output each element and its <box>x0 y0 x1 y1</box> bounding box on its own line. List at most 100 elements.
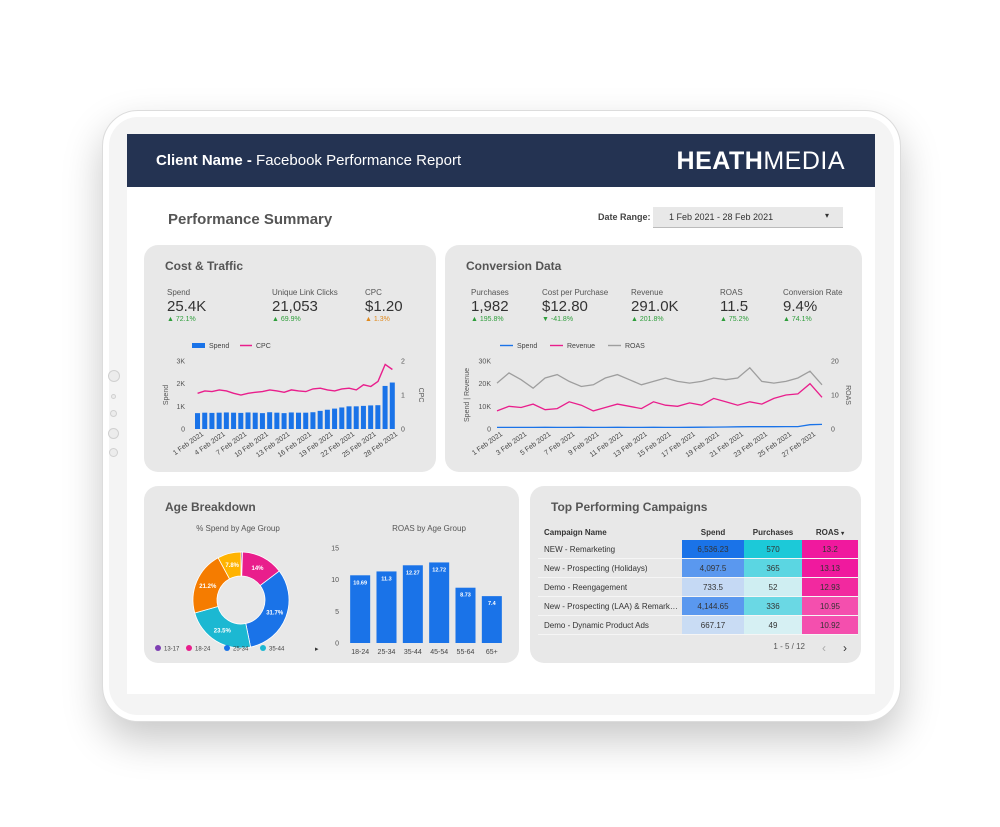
kpi-delta-value: 72.1% <box>175 316 196 323</box>
y2-axis-label: ROAS <box>844 385 851 405</box>
campaigns-table: Campaign Name Spend Purchases ROAS ▾ NEW… <box>538 524 858 635</box>
table-row[interactable]: NEW - Remarketing 6,536.23 570 13.2 <box>538 540 858 559</box>
heath-media-logo: HEATHMEDIA <box>677 147 845 176</box>
kpi-delta: ▲ 74.1% <box>783 316 812 323</box>
kpi-conversion-rate: Conversion Rate 9.4% ▲ 74.1% <box>783 288 843 323</box>
chevron-left-icon[interactable]: ‹ <box>822 641 826 655</box>
kpi-label: Revenue <box>631 288 664 297</box>
roas-header-label: ROAS <box>815 527 839 537</box>
bar-value-label: 11.3 <box>381 576 391 582</box>
donut-slice <box>245 570 290 648</box>
kpi-delta: ▲ 69.9% <box>272 316 301 323</box>
kpi-value: 9.4% <box>783 298 818 315</box>
campaign-name: Demo - Dynamic Product Ads <box>538 615 682 635</box>
bar-chart-title: ROAS by Age Group <box>392 524 466 533</box>
legend-label: 25-34 <box>233 647 249 653</box>
spend-bar <box>339 407 345 429</box>
y-tick-label: 0 <box>335 641 339 648</box>
roas-cell: 10.92 <box>802 615 858 635</box>
table-row[interactable]: New - Prospecting (LAA) & Remarketing 4,… <box>538 596 858 616</box>
column-header-purchases[interactable]: Purchases <box>752 527 794 537</box>
y2-tick-label: 2 <box>401 359 405 366</box>
tablet-side-button <box>108 428 119 439</box>
conversion-chart: Spend Revenue ROAS 0 10K 20K 30K 0 10 20 Spend | R… <box>464 343 851 459</box>
tablet-side-button <box>111 394 116 399</box>
card-title: Conversion Data <box>466 259 562 273</box>
spend-cell: 4,097.5 <box>682 558 744 578</box>
y-tick-label: 30K <box>479 359 492 366</box>
kpi-value: 11.5 <box>720 298 749 315</box>
kpi-label: Cost per Purchase <box>542 288 609 297</box>
donut-slice <box>194 606 252 649</box>
kpi-delta-value: 69.9% <box>280 316 301 323</box>
y-tick-label: 0 <box>181 427 185 434</box>
y-tick-label: 10 <box>331 577 339 584</box>
legend-label-cpc: CPC <box>256 343 271 350</box>
purchases-cell: 336 <box>744 596 802 616</box>
spend-bar <box>274 412 280 429</box>
y-tick-label: 10K <box>479 404 492 411</box>
campaign-name: New - Prospecting (LAA) & Remarketing <box>538 596 682 616</box>
spend-bar <box>382 385 388 429</box>
roas-cell: 10.95 <box>802 596 858 616</box>
performance-summary-title: Performance Summary <box>168 211 333 228</box>
kpi-cost-per-purchase: Cost per Purchase $12.80 ▼ -41.8% <box>542 288 608 323</box>
roas-cell: 13.2 <box>802 540 858 559</box>
legend-label: Revenue <box>567 343 595 350</box>
campaign-name: New - Prospecting (Holidays) <box>538 558 682 578</box>
chevron-right-icon[interactable]: › <box>843 641 847 655</box>
legend-more-icon: ▸ <box>315 646 319 653</box>
donut-slice-label: 21.2% <box>199 584 217 590</box>
card-title: Top Performing Campaigns <box>551 500 708 514</box>
spend-bar <box>353 406 359 429</box>
spend-bar <box>209 412 215 429</box>
logo-light: MEDIA <box>763 147 845 175</box>
roas-age-bar <box>481 596 502 643</box>
date-range-dropdown[interactable]: 1 Feb 2021 - 28 Feb 2021 ▾ <box>653 207 843 228</box>
spend-line <box>497 423 823 429</box>
legend-label: 13-17 <box>164 647 180 653</box>
roas-cell: 12.93 <box>802 577 858 597</box>
spend-bar <box>202 412 208 429</box>
spend-bar <box>252 412 258 429</box>
spend-bar <box>303 412 309 429</box>
column-header-roas[interactable]: ROAS ▾ <box>802 524 858 540</box>
kpi-value: 291.0K <box>631 298 679 315</box>
purchases-cell: 570 <box>744 540 802 559</box>
age-breakdown-card: Age Breakdown % Spend by Age Group 14% 31.… <box>144 486 519 663</box>
purchases-cell: 49 <box>744 615 802 635</box>
bar-value-label: 12.27 <box>406 570 420 576</box>
kpi-value: $1.20 <box>365 298 403 315</box>
tablet-side-button <box>110 410 117 417</box>
campaign-name: Demo - Reengagement <box>538 577 682 597</box>
kpi-revenue: Revenue 291.0K ▲ 201.8% <box>631 288 679 323</box>
date-range-label: Date Range: <box>598 212 651 222</box>
pagination-label: 1 - 5 / 12 <box>773 642 805 651</box>
kpi-roas: ROAS 11.5 ▲ 75.2% <box>720 288 749 323</box>
logo-bold: HEATH <box>676 147 764 175</box>
table-row[interactable]: Demo - Dynamic Product Ads 667.17 49 10.… <box>538 615 858 635</box>
legend-dot <box>260 645 266 651</box>
column-header-campaign[interactable]: Campaign Name <box>544 527 607 537</box>
spend-bar <box>389 382 395 429</box>
roas-age-bar <box>455 587 476 643</box>
x-tick-label: 18-24 <box>351 649 369 656</box>
column-header-spend[interactable]: Spend <box>700 527 726 537</box>
tablet-side-button <box>108 370 120 382</box>
spend-bar <box>259 413 265 429</box>
spend-cell: 4,144.65 <box>682 596 744 616</box>
x-tick-label: 25-34 <box>378 649 396 656</box>
roas-age-bar <box>402 565 423 643</box>
table-row[interactable]: New - Prospecting (Holidays) 4,097.5 365… <box>538 558 858 578</box>
kpi-purchases: Purchases 1,982 ▲ 195.8% <box>471 288 509 323</box>
roas-age-bar <box>350 575 371 643</box>
kpi-delta: ▲ 72.1% <box>167 316 196 323</box>
kpi-unique-link-clicks: Unique Link Clicks 21,053 ▲ 69.9% <box>272 288 338 323</box>
table-row[interactable]: Demo - Reengagement 733.5 52 12.93 <box>538 577 858 597</box>
y-axis-label: Spend <box>163 385 170 405</box>
dashboard-screen: Client Name - Facebook Performance Repor… <box>127 134 875 694</box>
y2-tick-label: 0 <box>831 427 835 434</box>
kpi-label: Spend <box>167 288 191 297</box>
kpi-delta-value: 201.8% <box>639 316 664 323</box>
